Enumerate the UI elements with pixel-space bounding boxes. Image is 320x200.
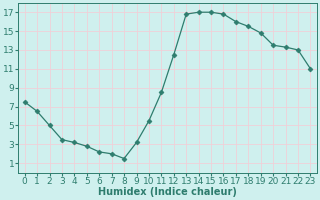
X-axis label: Humidex (Indice chaleur): Humidex (Indice chaleur) — [98, 187, 237, 197]
